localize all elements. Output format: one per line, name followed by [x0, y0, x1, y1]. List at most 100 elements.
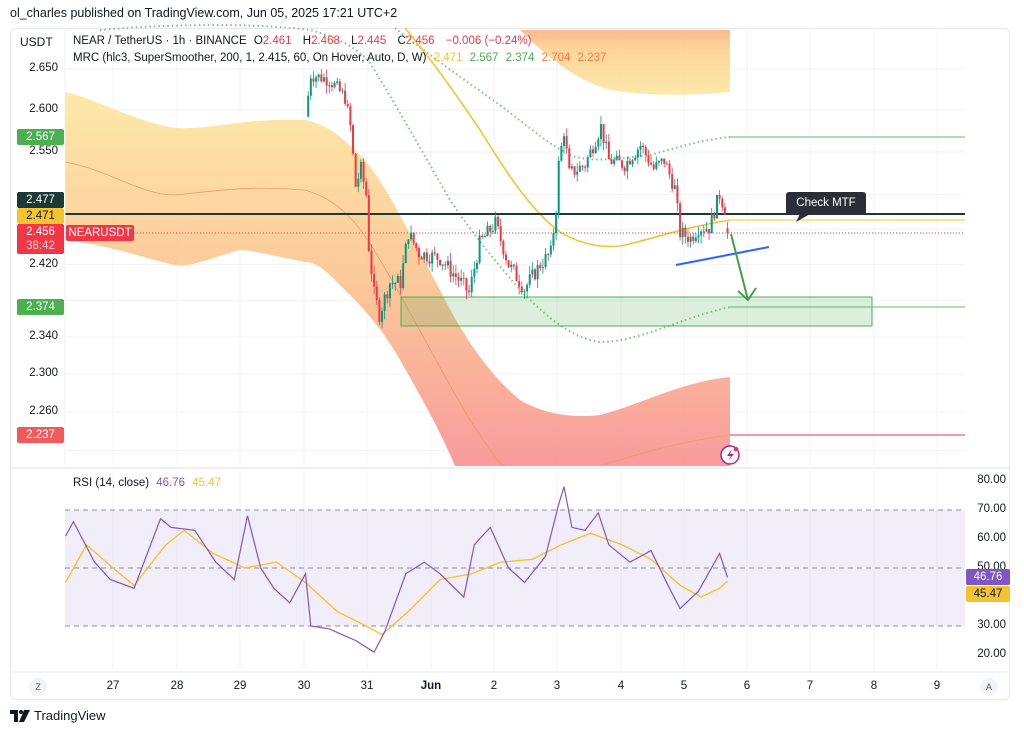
- candle: [309, 74, 312, 100]
- candle-body: [534, 269, 536, 280]
- candle-body: [586, 157, 589, 168]
- candle: [636, 147, 639, 165]
- candle-body: [439, 259, 442, 266]
- candle: [520, 281, 523, 295]
- candle: [425, 248, 428, 265]
- projection-arrow[interactable]: [730, 233, 757, 302]
- candle: [623, 165, 626, 176]
- ohlc-open: O2.461: [253, 35, 292, 47]
- candle-body: [618, 155, 621, 161]
- candle: [367, 188, 370, 253]
- candle: [475, 259, 478, 274]
- rsi-tick: 60.00: [977, 532, 1006, 544]
- candle: [602, 124, 605, 150]
- candle-body: [370, 251, 373, 275]
- candle: [354, 152, 357, 188]
- candle: [689, 233, 692, 248]
- candle: [417, 245, 420, 265]
- candle: [333, 80, 336, 89]
- candle-body: [713, 213, 716, 219]
- candle: [391, 275, 394, 289]
- candle-body: [375, 286, 378, 301]
- candle: [568, 144, 571, 170]
- candle: [410, 225, 413, 241]
- candle-body: [578, 165, 581, 172]
- candle-body: [581, 165, 584, 167]
- tradingview-logo[interactable]: TradingView: [10, 708, 106, 723]
- candle: [465, 277, 468, 300]
- candle: [705, 221, 708, 233]
- candle-body: [636, 149, 639, 158]
- candle: [388, 282, 391, 308]
- mrc-legend[interactable]: MRC (hlc3, SuperSmoother, 200, 1, 2.415,…: [73, 52, 610, 64]
- auto-scale-button[interactable]: A: [980, 678, 998, 696]
- candle: [726, 222, 729, 239]
- candle-body: [602, 124, 605, 143]
- symbol-legend[interactable]: NEAR / TetherUS · 1h · BINANCE O2.461 H2…: [73, 35, 535, 47]
- candle: [404, 242, 407, 264]
- time-tick: 30: [297, 680, 311, 692]
- candle: [507, 259, 510, 268]
- candle: [523, 289, 526, 299]
- candle-body: [341, 90, 344, 92]
- rsi-legend[interactable]: RSI (14, close) 46.76 45.47: [73, 477, 225, 489]
- candle: [352, 123, 355, 156]
- candle-body: [715, 194, 718, 219]
- badge-mrc-upper: 2.567: [17, 129, 64, 145]
- candle-body: [373, 274, 376, 287]
- time-tick: 27: [106, 680, 120, 692]
- candle-body: [710, 213, 713, 234]
- check-mtf-callout[interactable]: Check MTF: [786, 192, 866, 215]
- candle: [565, 128, 568, 153]
- candle-body: [336, 81, 339, 84]
- candle: [692, 232, 695, 245]
- candle: [344, 82, 347, 106]
- candle-body: [555, 214, 558, 234]
- candle-body: [549, 245, 552, 255]
- candle: [660, 157, 663, 165]
- candle-body: [560, 145, 563, 161]
- badge-resistance: 2.477: [17, 192, 64, 208]
- candle: [468, 284, 471, 296]
- symbol-name: NEAR / TetherUS · 1h · BINANCE: [73, 35, 247, 47]
- candle: [702, 225, 705, 238]
- candle: [626, 156, 629, 180]
- candle: [394, 281, 397, 291]
- candle: [336, 77, 339, 85]
- candle-body: [718, 194, 721, 199]
- candle: [639, 141, 642, 158]
- time-tick: 28: [170, 680, 184, 692]
- candle-body: [333, 83, 336, 88]
- candle-body: [444, 264, 447, 266]
- candle-body: [452, 273, 455, 277]
- candle-body: [689, 236, 692, 242]
- currency-label[interactable]: USDT: [20, 35, 53, 49]
- candle: [676, 178, 679, 212]
- candle-body: [644, 147, 647, 156]
- candle-body: [344, 90, 347, 104]
- candle: [312, 71, 315, 87]
- candle-body: [676, 185, 679, 204]
- auto-zoom-button[interactable]: Z: [29, 678, 47, 696]
- candle-body: [705, 229, 708, 232]
- candle: [512, 263, 515, 270]
- candle: [668, 160, 671, 180]
- candle-body: [526, 284, 529, 292]
- candle: [399, 269, 402, 295]
- candle-body: [399, 276, 402, 289]
- trendline[interactable]: [675, 246, 770, 266]
- candle: [320, 69, 323, 83]
- time-tick: 7: [806, 680, 814, 692]
- candle-body: [483, 236, 486, 238]
- candle-body: [486, 225, 489, 237]
- candle: [642, 142, 645, 154]
- candle: [549, 240, 552, 258]
- candle-body: [425, 252, 428, 262]
- alert-icon[interactable]: [720, 445, 740, 465]
- candle: [499, 218, 502, 246]
- candle-body: [420, 257, 423, 260]
- candle-body: [594, 146, 597, 154]
- candle-body: [323, 77, 325, 82]
- support-zone[interactable]: [400, 296, 873, 327]
